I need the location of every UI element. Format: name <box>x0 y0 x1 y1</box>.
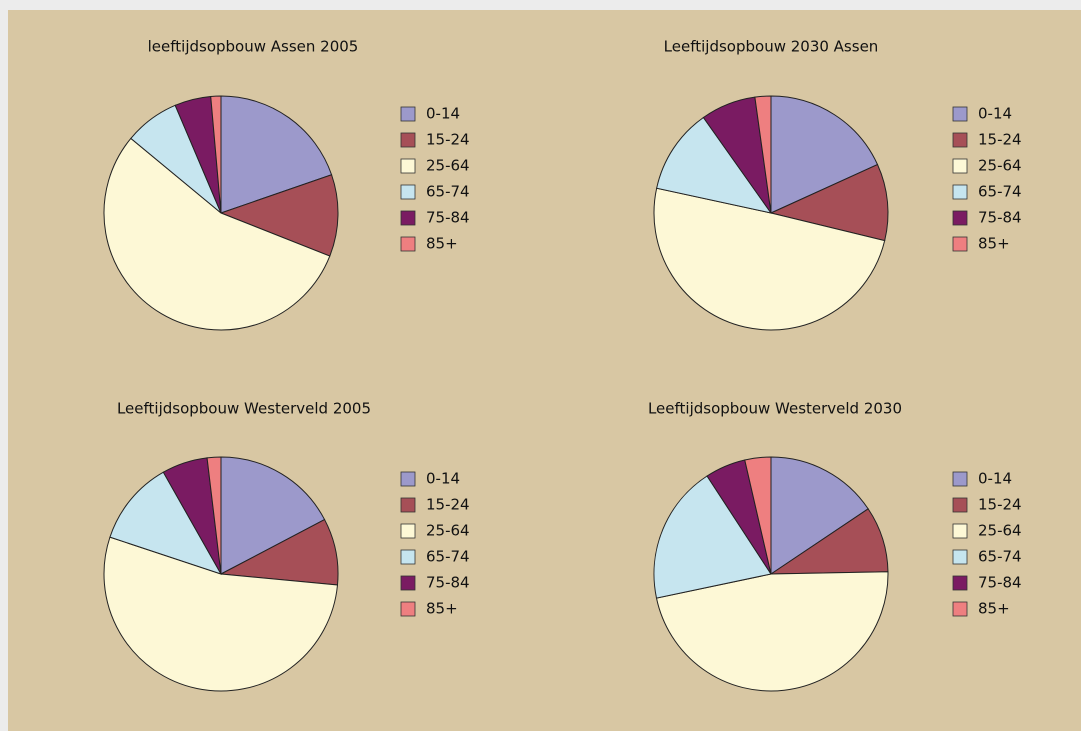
legend-swatch <box>952 158 968 174</box>
chart-title: Leeftijdsopbouw Westerveld 2005 <box>117 400 371 418</box>
legend-label: 0-14 <box>426 105 460 123</box>
legend-swatch <box>400 471 416 487</box>
legend-label: 85+ <box>978 235 1010 253</box>
chart-title: leeftijdsopbouw Assen 2005 <box>148 38 359 56</box>
legend-label: 0-14 <box>978 470 1012 488</box>
legend-swatch <box>952 575 968 591</box>
legend-swatch <box>952 549 968 565</box>
legend-swatch <box>400 132 416 148</box>
legend-swatch <box>400 184 416 200</box>
legend-label: 85+ <box>426 235 458 253</box>
pie-slice <box>103 536 339 692</box>
pie-slice <box>220 456 326 575</box>
legend-label: 15-24 <box>426 496 470 514</box>
legend-label: 65-74 <box>426 548 470 566</box>
pie-slice <box>754 95 772 214</box>
legend-swatch <box>400 158 416 174</box>
legend-label: 75-84 <box>426 209 470 227</box>
legend-label: 0-14 <box>426 470 460 488</box>
pie-slice <box>653 475 772 599</box>
legend-label: 75-84 <box>426 574 470 592</box>
legend-swatch <box>400 601 416 617</box>
legend-label: 65-74 <box>978 548 1022 566</box>
pie-slice <box>769 163 889 242</box>
pie-slice <box>744 456 772 575</box>
legend-label: 65-74 <box>426 183 470 201</box>
pie-slice <box>656 116 773 214</box>
legend-label: 75-84 <box>978 209 1022 227</box>
pie-slice <box>210 95 222 214</box>
legend-swatch <box>952 497 968 513</box>
legend-label: 85+ <box>978 600 1010 618</box>
pie-slice <box>103 137 331 331</box>
legend-label: 25-64 <box>426 157 470 175</box>
legend-swatch <box>400 549 416 565</box>
legend-swatch <box>400 523 416 539</box>
legend-swatch <box>952 132 968 148</box>
legend-label: 0-14 <box>978 105 1012 123</box>
legend-label: 75-84 <box>978 574 1022 592</box>
pie-slice <box>653 187 886 331</box>
pie-slice <box>655 571 889 692</box>
legend-swatch <box>400 575 416 591</box>
legend-label: 25-64 <box>978 522 1022 540</box>
legend-swatch <box>952 523 968 539</box>
pie-slice <box>109 471 223 575</box>
legend-swatch <box>952 210 968 226</box>
legend-label: 85+ <box>426 600 458 618</box>
legend-swatch <box>952 471 968 487</box>
legend-swatch <box>400 236 416 252</box>
pie-slice <box>770 95 879 214</box>
legend-swatch <box>952 106 968 122</box>
legend-label: 15-24 <box>978 496 1022 514</box>
legend-label: 25-64 <box>426 522 470 540</box>
pie-slice <box>220 95 333 214</box>
pie-slice <box>219 174 339 257</box>
legend-swatch <box>400 497 416 513</box>
legend-swatch <box>952 184 968 200</box>
legend-label: 25-64 <box>978 157 1022 175</box>
legend-swatch <box>400 106 416 122</box>
pie-slice <box>770 456 869 575</box>
legend-swatch <box>400 210 416 226</box>
legend-swatch <box>952 601 968 617</box>
legend-swatch <box>952 236 968 252</box>
legend-label: 15-24 <box>426 131 470 149</box>
pie-slice <box>206 456 222 575</box>
chart-title: Leeftijdsopbouw 2030 Assen <box>664 38 879 56</box>
chart-title: Leeftijdsopbouw Westerveld 2030 <box>648 400 902 418</box>
legend-label: 65-74 <box>978 183 1022 201</box>
legend-label: 15-24 <box>978 131 1022 149</box>
